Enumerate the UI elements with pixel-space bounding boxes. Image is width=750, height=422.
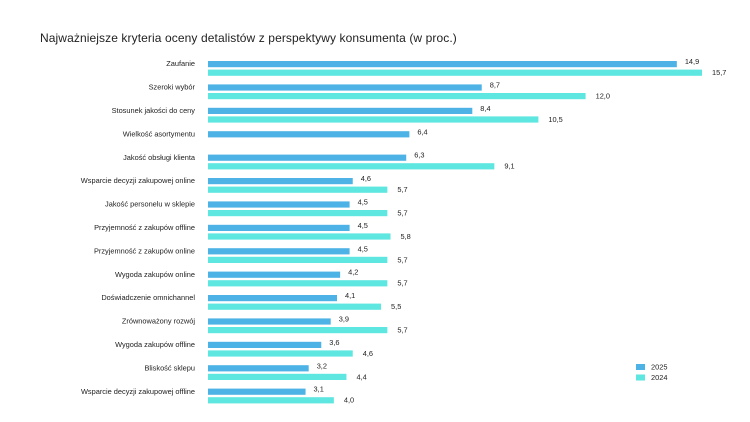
legend-swatch-2025 (636, 364, 645, 370)
bar-2024-wygoda-zakupow-offline (208, 350, 353, 357)
value-label-2024-wsparcie-decyzji-zakupowej-online: 5,7 (397, 185, 407, 194)
bar-2025-przyjemnosc-z-zakupow-offline (208, 224, 350, 231)
bar-2024-jakosc-obslugi-klienta (208, 163, 495, 170)
bar-2024-wsparcie-decyzji-zakupowej-online (208, 186, 388, 193)
value-label-2025-doswiadczenie-omnichannel: 4,1 (345, 291, 355, 300)
category-label-wsparcie-decyzji-zakupowej-offline: Wsparcie decyzji zakupowej offline (81, 387, 195, 396)
category-label-stosunek-jakosci-do-ceny: Stosunek jakości do ceny (112, 106, 196, 115)
bar-2025-jakosc-obslugi-klienta (208, 154, 407, 161)
bar-2024-zaufanie (208, 69, 702, 76)
value-label-2024-zrownowazony-rozwoj: 5,7 (397, 326, 407, 335)
category-label-szeroki-wybor: Szeroki wybór (149, 83, 196, 92)
bar-2025-zaufanie (208, 61, 677, 68)
value-label-2024-jakosc-personelu-w-sklepie: 5,7 (397, 209, 407, 218)
bar-2024-jakosc-personelu-w-sklepie (208, 210, 388, 217)
value-label-2025-zrownowazony-rozwoj: 3,9 (339, 315, 349, 324)
bar-2024-zrownowazony-rozwoj (208, 327, 388, 334)
value-label-2024-wsparcie-decyzji-zakupowej-offline: 4,0 (344, 396, 354, 405)
category-label-zrownowazony-rozwoj: Zrównoważony rozwój (122, 317, 195, 326)
category-label-doswiadczenie-omnichannel: Doświadczenie omnichannel (101, 293, 195, 302)
bar-2025-przyjemnosc-z-zakupow-online (208, 248, 350, 255)
value-label-2024-przyjemnosc-z-zakupow-online: 5,7 (397, 255, 407, 264)
bar-2025-bliskosc-sklepu (208, 365, 309, 372)
category-label-przyjemnosc-z-zakupow-offline: Przyjemność z zakupów offline (94, 223, 195, 232)
bar-2024-doswiadczenie-omnichannel (208, 303, 382, 310)
bar-2024-stosunek-jakosci-do-ceny (208, 116, 539, 123)
value-label-2024-przyjemnosc-z-zakupow-offline: 5,8 (400, 232, 410, 241)
category-label-zaufanie: Zaufanie (166, 59, 195, 68)
bar-2025-wygoda-zakupow-online (208, 271, 341, 278)
value-label-2025-bliskosc-sklepu: 3,2 (317, 361, 327, 370)
bar-2025-wielkosc-asortymentu (208, 131, 410, 138)
bar-2024-wygoda-zakupow-online (208, 280, 388, 287)
bar-2024-bliskosc-sklepu (208, 373, 347, 380)
value-label-2024-jakosc-obslugi-klienta: 9,1 (504, 162, 514, 171)
value-label-2024-wygoda-zakupow-online: 5,7 (397, 279, 407, 288)
bar-2025-zrownowazony-rozwoj (208, 318, 331, 325)
legend-label-2024: 2024 (651, 373, 667, 382)
value-label-2025-wygoda-zakupow-online: 4,2 (348, 268, 358, 277)
value-label-2024-bliskosc-sklepu: 4,4 (356, 372, 366, 381)
category-label-bliskosc-sklepu: Bliskość sklepu (144, 363, 195, 372)
category-label-wsparcie-decyzji-zakupowej-online: Wsparcie decyzji zakupowej online (81, 176, 195, 185)
value-label-2025-stosunek-jakosci-do-ceny: 8,4 (480, 104, 490, 113)
bar-2025-wsparcie-decyzji-zakupowej-offline (208, 388, 306, 395)
legend-label-2025: 2025 (651, 363, 667, 372)
value-label-2024-doswiadczenie-omnichannel: 5,5 (391, 302, 401, 311)
value-label-2025-przyjemnosc-z-zakupow-online: 4,5 (358, 244, 368, 253)
category-label-wygoda-zakupow-online: Wygoda zakupów online (115, 270, 195, 279)
bar-2025-wygoda-zakupow-offline (208, 341, 322, 348)
value-label-2025-przyjemnosc-z-zakupow-offline: 4,5 (358, 221, 368, 230)
bar-2025-doswiadczenie-omnichannel (208, 295, 338, 302)
value-label-2025-wsparcie-decyzji-zakupowej-online: 4,6 (361, 174, 371, 183)
value-label-2025-zaufanie: 14,9 (685, 57, 699, 66)
value-label-2025-szeroki-wybor: 8,7 (490, 81, 500, 90)
category-label-wygoda-zakupow-offline: Wygoda zakupów offline (115, 340, 195, 349)
bar-2024-przyjemnosc-z-zakupow-online (208, 256, 388, 263)
value-label-2024-zaufanie: 15,7 (712, 68, 726, 77)
bar-2025-szeroki-wybor (208, 84, 482, 91)
value-label-2024-stosunek-jakosci-do-ceny: 10,5 (548, 115, 562, 124)
category-label-przyjemnosc-z-zakupow-online: Przyjemność z zakupów online (94, 246, 195, 255)
bar-2024-szeroki-wybor (208, 93, 586, 100)
bar-2025-stosunek-jakosci-do-ceny (208, 107, 473, 114)
value-label-2025-wygoda-zakupow-offline: 3,6 (329, 338, 339, 347)
bar-2025-wsparcie-decyzji-zakupowej-online (208, 178, 353, 185)
category-label-wielkosc-asortymentu: Wielkość asortymentu (123, 129, 195, 138)
value-label-2025-wsparcie-decyzji-zakupowej-offline: 3,1 (314, 385, 324, 394)
value-label-2024-wygoda-zakupow-offline: 4,6 (363, 349, 373, 358)
value-label-2025-jakosc-obslugi-klienta: 6,3 (414, 151, 424, 160)
bar-2025-jakosc-personelu-w-sklepie (208, 201, 350, 208)
value-label-2024-szeroki-wybor: 12,0 (596, 92, 610, 101)
category-label-jakosc-obslugi-klienta: Jakość obsługi klienta (123, 153, 196, 162)
category-label-jakosc-personelu-w-sklepie: Jakość personelu w sklepie (105, 200, 195, 209)
legend-swatch-2024 (636, 374, 645, 381)
bar-2024-wsparcie-decyzji-zakupowej-offline (208, 397, 334, 404)
bar-2024-przyjemnosc-z-zakupow-offline (208, 233, 391, 240)
value-label-2025-wielkosc-asortymentu: 6,4 (417, 127, 427, 136)
chart-title: Najważniejsze kryteria oceny detalistów … (40, 31, 457, 45)
value-label-2025-jakosc-personelu-w-sklepie: 4,5 (358, 198, 368, 207)
